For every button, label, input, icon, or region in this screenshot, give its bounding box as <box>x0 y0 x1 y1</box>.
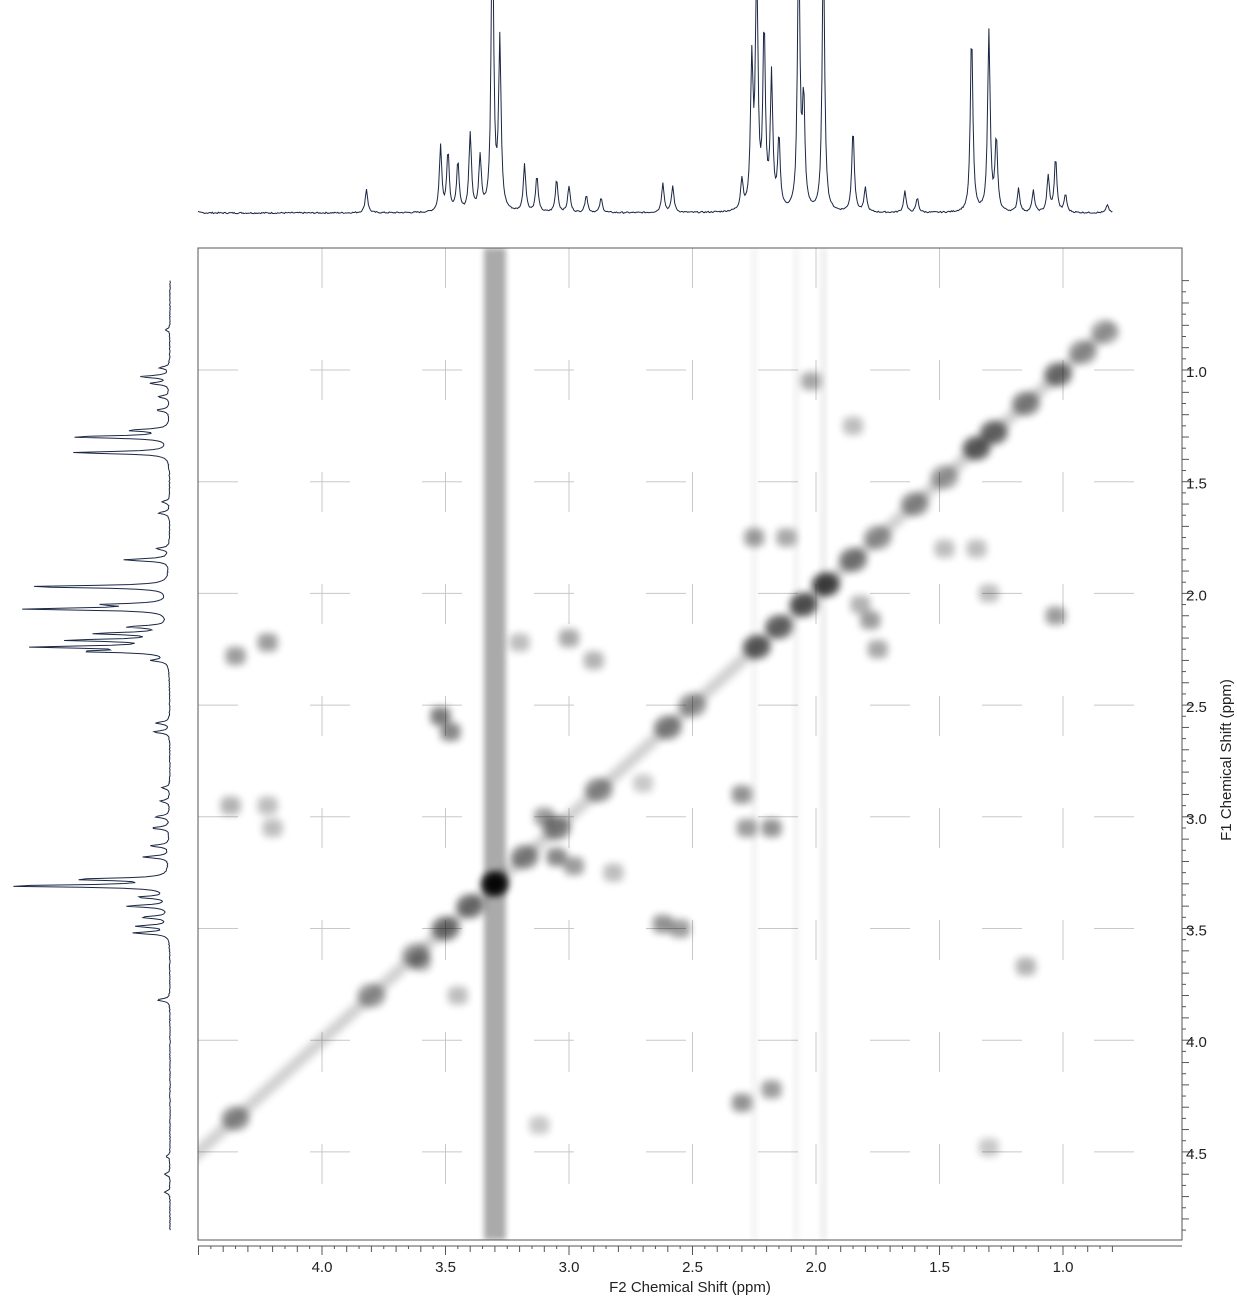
cross-peak-14 <box>603 863 624 882</box>
plot-frame <box>197 247 1183 1241</box>
y-tick-label: 4.0 <box>1186 1034 1207 1051</box>
noise-streak-2 <box>751 248 758 1240</box>
diagonal-peak-16 <box>839 547 868 572</box>
diagonal-peak-25 <box>1090 320 1119 345</box>
cross-peak-16 <box>670 919 691 938</box>
left-projection <box>13 280 171 1231</box>
x-axis: 4.0 3.5 3.0 2.5 2.0 1.5 1.0 <box>198 1245 1182 1276</box>
cross-peak-13 <box>583 651 604 670</box>
cross-peak-9 <box>534 807 555 826</box>
cross-peak-4 <box>262 818 283 837</box>
cross-peak-5 <box>430 707 451 726</box>
cross-peak-17 <box>731 785 752 804</box>
diagonal-peak-21 <box>979 420 1008 445</box>
cross-peak-21 <box>761 1080 782 1099</box>
x-tick-label: 1.0 <box>1053 1259 1074 1276</box>
y-tick-label: 2.0 <box>1186 587 1207 604</box>
cross-peak-20 <box>731 1093 752 1112</box>
cross-peak-25 <box>867 640 888 659</box>
diagonal-peak-10 <box>653 715 682 740</box>
cross-peak-3 <box>257 796 278 815</box>
diagonal-peak-1 <box>221 1106 250 1131</box>
y-tick-label: 3.0 <box>1186 811 1207 828</box>
cross-peak-15 <box>652 915 673 934</box>
diagonal-peak-4 <box>431 916 460 941</box>
diagonal-peak-0 <box>135 1185 163 1209</box>
diagonal-peak-12 <box>742 635 771 660</box>
cross-peak-1 <box>257 633 278 652</box>
cross-peak-22 <box>744 528 765 547</box>
x-tick-label: 4.0 <box>312 1259 333 1276</box>
solvent-peak <box>484 873 505 894</box>
noise-streak-3 <box>793 248 800 1240</box>
cross-peak-0 <box>225 646 246 665</box>
diagonal-peak-22 <box>1011 391 1040 416</box>
cross-peak-30 <box>966 539 987 558</box>
diagonal-peak-7 <box>510 845 539 870</box>
x-tick-label: 3.0 <box>559 1259 580 1276</box>
diagonal-peak-15 <box>811 572 840 597</box>
diagonal-peak-24 <box>1068 340 1097 365</box>
cross-peak-33 <box>1015 957 1036 976</box>
y-axis: 1.0 1.5 2.0 2.5 3.0 3.5 4.0 4.5 <box>1182 280 1207 1231</box>
diagonal-peak-5 <box>456 894 485 919</box>
diagonal-peak-14 <box>789 592 818 617</box>
contour-layer <box>135 248 1119 1240</box>
y-tick-label: 2.5 <box>1186 699 1207 716</box>
cross-peak-37 <box>529 1116 550 1135</box>
cross-peak-18 <box>736 818 757 837</box>
diagonal-peak-9 <box>584 777 613 802</box>
top-projection-spectrum-line <box>198 0 1113 215</box>
cross-peak-28 <box>843 416 864 435</box>
y-axis-label: F1 Chemical Shift (ppm) <box>1218 679 1235 841</box>
cross-peak-2 <box>220 796 241 815</box>
y-tick-label: 1.5 <box>1186 476 1207 493</box>
noise-streak-1 <box>820 248 827 1240</box>
diagonal-peak-23 <box>1044 362 1073 387</box>
noise-streak-0 <box>483 248 506 1240</box>
cross-peak-35 <box>509 633 530 652</box>
diagonal-peak-13 <box>764 614 793 639</box>
cross-peak-34 <box>978 1138 999 1157</box>
x-tick-label: 2.0 <box>806 1259 827 1276</box>
cross-peak-24 <box>860 611 881 630</box>
plot-area <box>135 247 1183 1241</box>
cross-peak-6 <box>440 722 461 741</box>
diagonal-peak-11 <box>678 693 707 718</box>
diagonal-peak-2 <box>357 983 386 1008</box>
cross-peak-8 <box>447 986 468 1005</box>
cross-peak-29 <box>934 539 955 558</box>
cross-peak-26 <box>850 595 871 614</box>
x-tick-label: 3.5 <box>435 1259 456 1276</box>
y-tick-label: 4.5 <box>1186 1146 1207 1163</box>
diagonal-peak-17 <box>863 525 892 550</box>
cross-peak-19 <box>761 818 782 837</box>
cross-peak-7 <box>410 953 431 972</box>
cross-peak-31 <box>978 584 999 603</box>
y-tick-label: 3.5 <box>1186 923 1207 940</box>
cross-peak-36 <box>633 774 654 793</box>
diagonal-peak-19 <box>930 465 959 490</box>
x-tick-label: 2.5 <box>682 1259 703 1276</box>
cross-peak-12 <box>559 629 579 648</box>
left-projection-spectrum-line <box>13 280 171 1231</box>
grid-lines <box>198 248 1182 1240</box>
cross-peak-11 <box>563 856 584 875</box>
cross-peak-27 <box>801 372 822 391</box>
x-tick-label: 1.5 <box>929 1259 950 1276</box>
x-axis-label: F2 Chemical Shift (ppm) <box>609 1279 771 1296</box>
y-tick-label: 1.0 <box>1186 364 1207 381</box>
cross-peak-23 <box>776 528 797 547</box>
diagonal-peak-20 <box>962 436 991 461</box>
cross-peak-10 <box>546 848 567 867</box>
diagonal-peak-18 <box>900 492 929 517</box>
top-projection <box>198 0 1113 215</box>
cross-peak-32 <box>1045 606 1066 625</box>
